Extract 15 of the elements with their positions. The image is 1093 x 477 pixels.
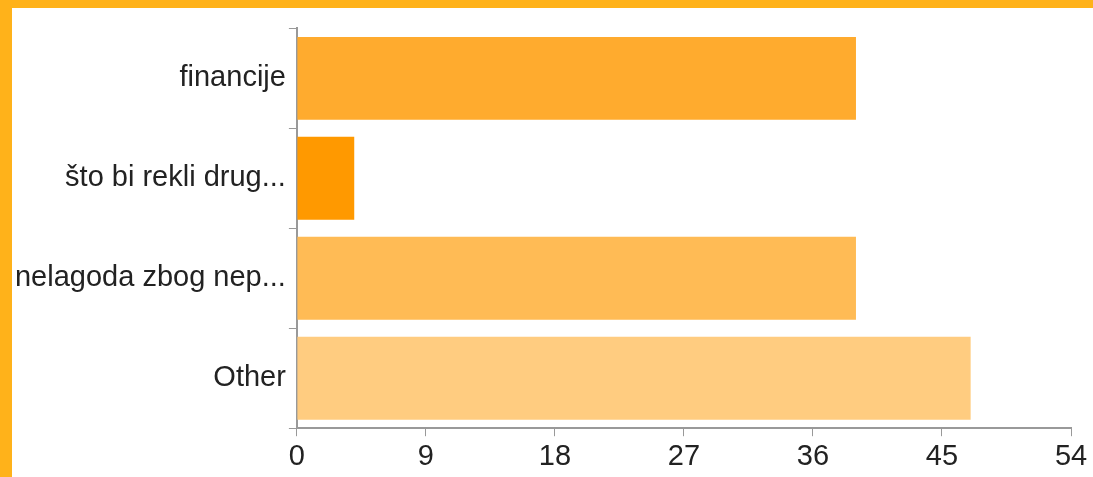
x-tick-label: 45: [925, 438, 959, 471]
bar: [297, 236, 856, 320]
x-tick-label: 54: [1054, 438, 1088, 471]
bar: [297, 336, 971, 420]
bar: [297, 136, 355, 220]
y-tick-label: Other: [213, 360, 287, 393]
y-tick-label: financije: [179, 60, 286, 93]
bar: [297, 36, 856, 120]
x-tick-label: 27: [667, 438, 701, 471]
x-tick-label: 0: [288, 438, 305, 471]
y-tick-label: što bi rekli drug...: [65, 160, 286, 193]
x-tick-label: 18: [538, 438, 572, 471]
x-tick-label: 9: [417, 438, 434, 471]
y-tick-label: nelagoda zbog nep...: [14, 260, 286, 293]
x-tick-label: 36: [796, 438, 830, 471]
